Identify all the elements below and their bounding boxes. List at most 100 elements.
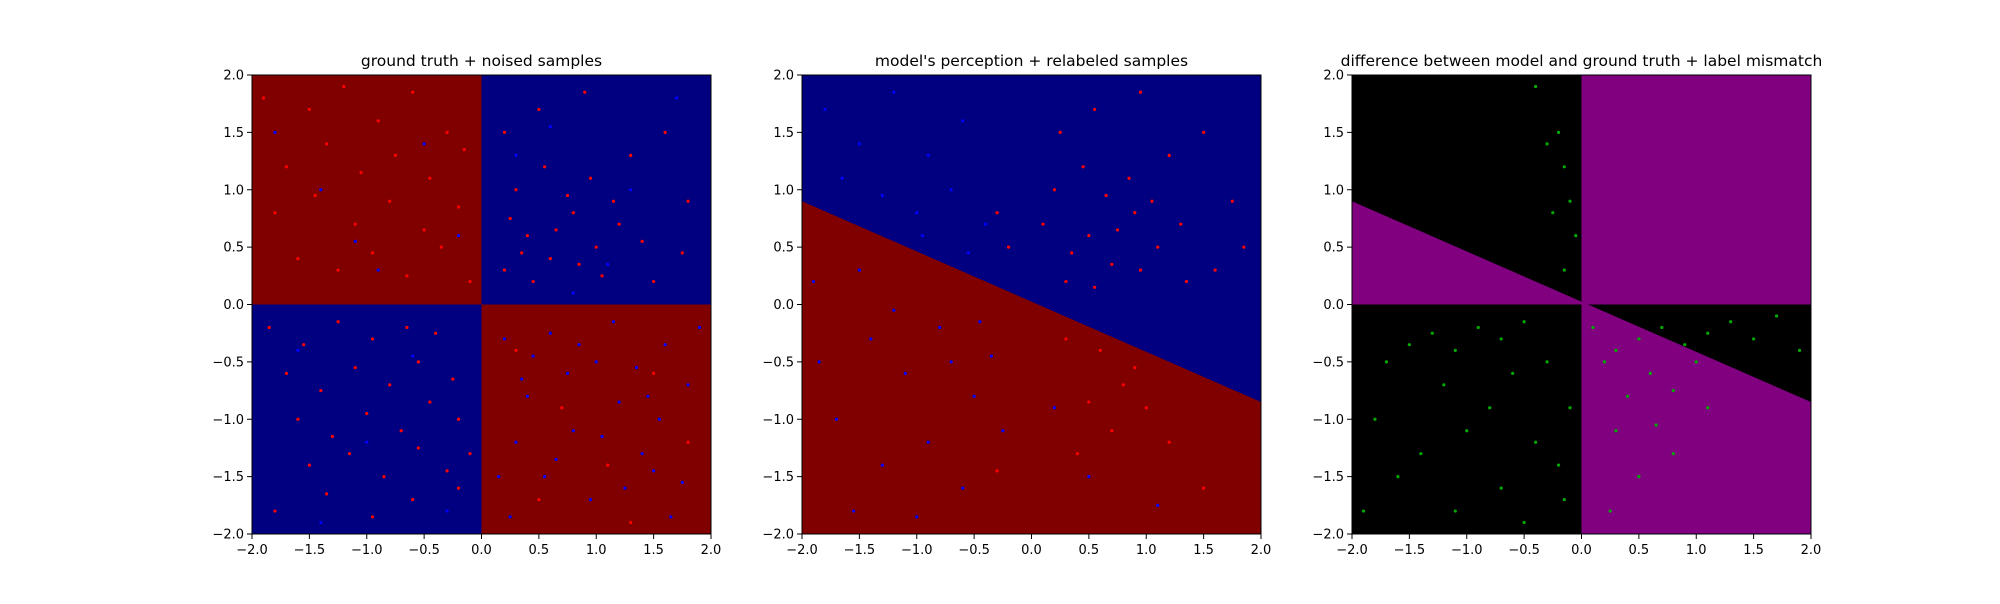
data-point (514, 348, 518, 352)
data-point (514, 440, 518, 444)
data-point (1608, 509, 1612, 513)
data-point (330, 434, 334, 439)
background-regions (802, 75, 1261, 534)
data-point (307, 107, 311, 112)
data-point (365, 440, 369, 444)
background-regions (252, 75, 711, 534)
data-point (525, 394, 530, 398)
data-point (1453, 509, 1457, 513)
data-point (370, 251, 375, 255)
y-tick-label: 0.5 (773, 241, 794, 256)
data-point (611, 199, 616, 203)
data-point (370, 515, 375, 519)
data-point (1001, 429, 1005, 433)
data-point (1562, 497, 1566, 502)
data-point (353, 366, 357, 370)
data-point (1052, 406, 1057, 410)
x-tick-label: −1.0 (1451, 543, 1483, 558)
data-point (629, 188, 633, 192)
data-point (508, 216, 512, 221)
data-point (1430, 331, 1434, 335)
data-point (468, 452, 472, 456)
data-point (1064, 279, 1068, 284)
data-point (961, 486, 965, 490)
data-point (336, 320, 340, 324)
data-point (617, 222, 621, 226)
data-point (646, 394, 650, 398)
data-point (1568, 199, 1572, 203)
data-point (926, 440, 930, 444)
data-point (422, 228, 426, 232)
series-0 (1361, 84, 1802, 525)
y-tick-label: 0.0 (223, 298, 244, 313)
data-point (502, 268, 507, 272)
data-point (336, 268, 340, 272)
x-tick-label: −0.5 (1508, 543, 1540, 558)
chart-panel-1: −2.0−2.0 −1.5 −1.5 −1.0 −1.0 −0.5 −0.5 0.0 0.0 0.… (212, 52, 721, 558)
y-tick-label: 0.5 (223, 241, 244, 256)
x-tick-label: −2.0 (786, 543, 818, 558)
data-point (1098, 348, 1102, 352)
data-point (892, 90, 896, 94)
data-point (1488, 406, 1492, 410)
x-tick-label: −1.5 (1394, 543, 1426, 558)
y-tick-label: −1.0 (212, 413, 244, 428)
data-point (416, 446, 420, 450)
data-point (611, 320, 616, 324)
x-tick-label: 0.0 (471, 543, 492, 558)
data-point (565, 193, 570, 198)
data-point (920, 234, 925, 238)
series-0 (995, 90, 1246, 490)
data-point (938, 325, 942, 330)
data-point (680, 251, 684, 255)
data-point (554, 457, 558, 462)
data-point (1058, 130, 1062, 134)
data-point (972, 394, 976, 398)
data-point (571, 211, 575, 215)
data-point (1637, 475, 1641, 479)
data-point (353, 222, 357, 226)
data-point (1167, 440, 1171, 444)
data-point (1671, 388, 1675, 393)
data-point (468, 279, 472, 284)
data-point (852, 509, 856, 513)
data-point (1637, 337, 1641, 341)
data-point (680, 480, 684, 484)
data-point (1384, 360, 1389, 364)
data-point (669, 515, 673, 519)
data-point (1706, 406, 1710, 410)
data-point (1041, 222, 1045, 226)
data-point (652, 279, 656, 284)
data-point (456, 234, 461, 238)
data-point (284, 165, 289, 169)
data-point (302, 343, 306, 347)
region-above (802, 75, 1261, 403)
data-point (1522, 320, 1526, 324)
data-point (652, 469, 656, 473)
data-point (439, 245, 443, 249)
data-point (1545, 142, 1549, 146)
data-point (319, 520, 323, 525)
data-point (296, 348, 300, 352)
data-point (1625, 394, 1629, 398)
x-tick-label: 0.5 (1079, 543, 1100, 558)
data-point (1614, 348, 1618, 352)
data-point (1064, 337, 1068, 341)
data-point (1511, 371, 1515, 375)
data-point (347, 452, 352, 456)
data-point (1127, 176, 1131, 180)
data-point (411, 90, 415, 94)
data-point (261, 96, 266, 100)
data-point (319, 388, 323, 393)
data-point (520, 377, 524, 381)
data-point (445, 469, 449, 473)
data-point (537, 107, 541, 112)
x-tick-label: −1.5 (844, 543, 876, 558)
data-point (1138, 268, 1143, 272)
data-point (869, 337, 873, 341)
data-point (1729, 320, 1733, 324)
data-point (823, 107, 827, 112)
data-point (811, 279, 816, 284)
